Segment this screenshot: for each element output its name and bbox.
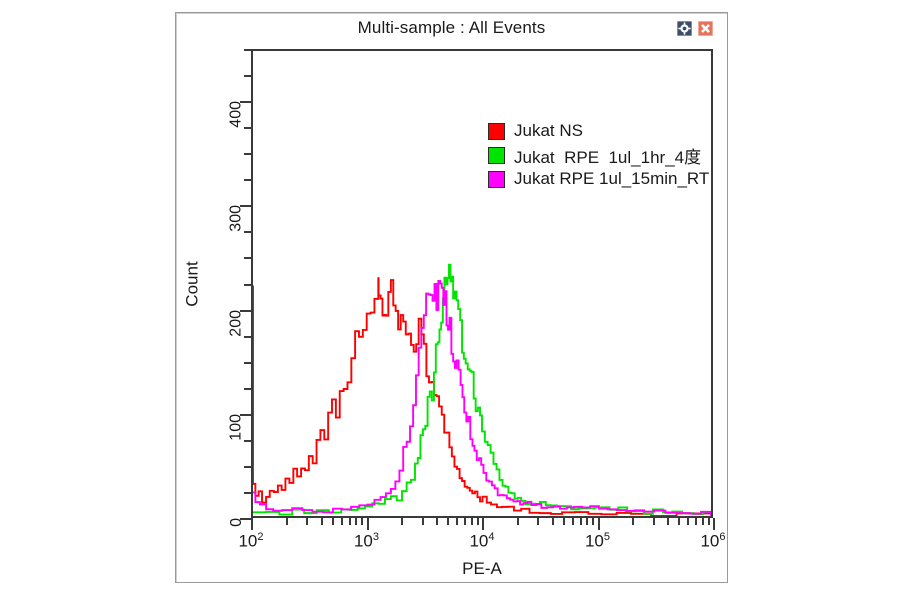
x-axis-minor-tick bbox=[348, 518, 351, 525]
x-axis-minor-tick bbox=[592, 518, 595, 525]
y-axis-minor-tick bbox=[244, 335, 251, 338]
x-axis-ticks: 102 103 104 105 106 bbox=[238, 518, 726, 578]
x-axis-tick-label: 106 bbox=[700, 531, 726, 551]
x-axis-major-tick bbox=[482, 518, 484, 530]
x-axis-minor-tick bbox=[701, 518, 704, 525]
y-axis-minor-tick bbox=[244, 49, 251, 51]
x-axis-tick-label: 105 bbox=[584, 531, 611, 551]
x-axis-minor-tick bbox=[285, 518, 288, 525]
histogram-curve bbox=[253, 278, 711, 516]
y-axis-tick-label: 100 bbox=[228, 413, 245, 441]
legend-color-swatch bbox=[488, 170, 505, 188]
x-axis-minor-tick bbox=[464, 518, 467, 525]
y-axis-minor-tick bbox=[244, 153, 251, 156]
y-axis-minor-tick bbox=[244, 361, 251, 364]
y-axis-major-tick bbox=[240, 205, 251, 208]
x-axis-major-tick bbox=[366, 518, 369, 530]
x-axis-minor-tick bbox=[687, 518, 690, 525]
x-axis-minor-tick bbox=[306, 518, 309, 525]
x-axis-minor-tick bbox=[586, 518, 589, 525]
x-axis-minor-tick bbox=[331, 518, 334, 525]
x-axis-minor-tick bbox=[537, 518, 540, 525]
x-axis-minor-tick bbox=[652, 518, 655, 525]
y-axis-minor-tick bbox=[244, 283, 251, 286]
x-axis-minor-tick bbox=[678, 518, 681, 525]
x-axis-minor-tick bbox=[632, 518, 635, 525]
x-axis-minor-tick bbox=[571, 518, 574, 525]
x-axis-major-tick bbox=[713, 518, 715, 530]
x-axis-major-tick bbox=[597, 518, 600, 530]
y-axis-minor-tick bbox=[244, 231, 251, 234]
y-axis-tick-label: 300 bbox=[228, 205, 245, 233]
x-axis-minor-tick bbox=[355, 518, 358, 525]
legend-color-swatch bbox=[488, 122, 505, 140]
y-axis-minor-tick bbox=[244, 75, 251, 78]
page-title: Multi-sample : All Events bbox=[357, 18, 546, 37]
x-axis-minor-tick bbox=[340, 518, 343, 525]
x-axis-minor-tick bbox=[456, 518, 459, 525]
y-axis-minor-tick bbox=[244, 439, 251, 442]
y-axis-minor-tick bbox=[244, 491, 251, 494]
y-axis-minor-tick bbox=[244, 127, 251, 130]
y-axis-minor-tick bbox=[244, 257, 251, 260]
legend: Jukat NS Jukat RPE 1ul_1hr_4度 Jukat RPE 1u… bbox=[488, 119, 709, 191]
histogram-curve bbox=[253, 281, 711, 516]
y-axis-minor-tick bbox=[244, 465, 251, 468]
x-axis-minor-tick bbox=[401, 518, 404, 525]
histogram-curve bbox=[253, 265, 711, 515]
legend-item-label: Jukat RPE 1ul_15min_RT bbox=[514, 169, 710, 188]
y-axis-tick-label: 400 bbox=[228, 101, 245, 128]
plot-window: Multi-sample : All Events bbox=[175, 12, 728, 583]
y-axis-tick-label: 200 bbox=[228, 309, 245, 337]
y-axis-major-tick bbox=[240, 518, 251, 520]
x-axis-minor-tick bbox=[562, 518, 565, 525]
x-axis-minor-tick bbox=[436, 518, 439, 525]
y-axis-tick-label: 0 bbox=[228, 518, 245, 527]
legend-item[interactable]: Jukat NS bbox=[488, 119, 709, 143]
x-axis-minor-tick bbox=[551, 518, 554, 525]
y-axis-major-tick bbox=[240, 309, 251, 312]
y-axis-minor-tick bbox=[244, 387, 251, 390]
x-axis-minor-tick bbox=[516, 518, 519, 525]
y-axis-ticks: 0 100 200 300 400 bbox=[176, 49, 251, 527]
x-axis-major-tick bbox=[251, 518, 253, 530]
y-axis-major-tick bbox=[240, 101, 251, 104]
x-axis-minor-tick bbox=[447, 518, 450, 525]
x-axis-minor-tick bbox=[476, 518, 479, 525]
legend-item[interactable]: Jukat RPE 1ul_15min_RT bbox=[488, 167, 709, 191]
legend-item[interactable]: Jukat RPE 1ul_1hr_4度 bbox=[488, 143, 709, 167]
x-axis-minor-tick bbox=[421, 518, 424, 525]
x-axis-minor-tick bbox=[667, 518, 670, 525]
y-axis-major-tick bbox=[240, 413, 251, 416]
x-axis-minor-tick bbox=[361, 518, 364, 525]
x-axis-tick-label: 103 bbox=[353, 531, 380, 551]
x-axis-minor-tick bbox=[579, 518, 582, 525]
x-axis-minor-tick bbox=[470, 518, 473, 525]
x-axis-tick-label: 104 bbox=[469, 531, 495, 551]
settings-icon[interactable] bbox=[677, 21, 692, 36]
x-axis-minor-tick bbox=[320, 518, 323, 525]
x-axis-minor-tick bbox=[707, 518, 710, 525]
plot-area: Jukat NS Jukat RPE 1ul_1hr_4度 Jukat RPE 1u… bbox=[251, 49, 713, 518]
x-axis-tick-label: 102 bbox=[238, 531, 264, 551]
title-bar: Multi-sample : All Events bbox=[176, 13, 727, 47]
legend-item-label: Jukat NS bbox=[514, 121, 583, 140]
y-axis-minor-tick bbox=[244, 179, 251, 182]
legend-item-label: Jukat RPE 1ul_1hr_4度 bbox=[514, 147, 702, 167]
close-icon[interactable] bbox=[698, 21, 713, 36]
x-axis-minor-tick bbox=[695, 518, 698, 525]
histogram-curves bbox=[253, 51, 711, 516]
legend-color-swatch bbox=[488, 146, 505, 164]
x-axis-title: PE-A bbox=[462, 559, 502, 578]
